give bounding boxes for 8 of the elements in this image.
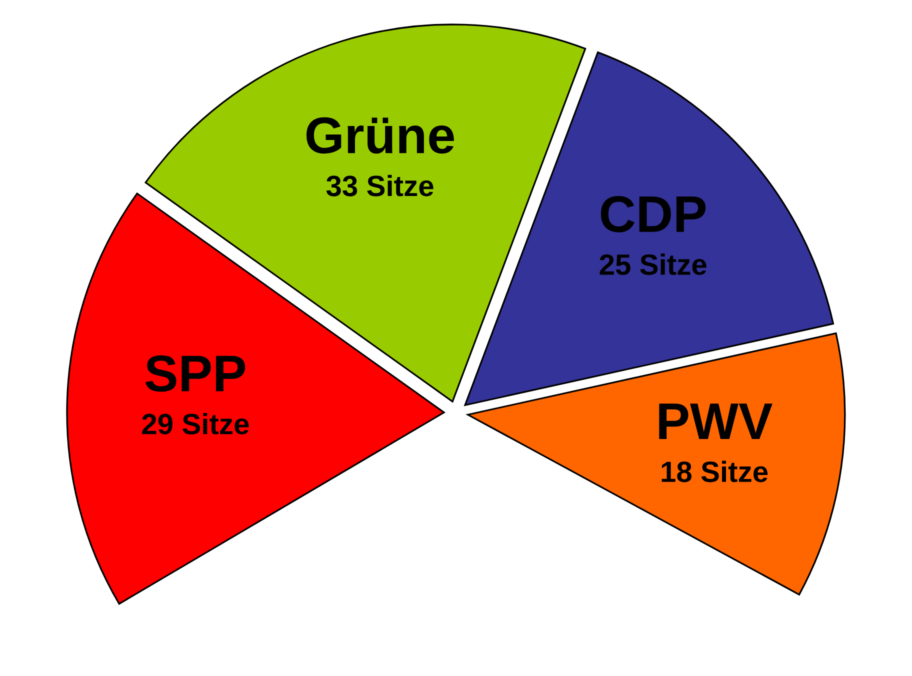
- slice-label: SPP: [145, 355, 246, 392]
- slice-label: Grüne: [306, 117, 454, 154]
- slice-label: PWV: [659, 404, 772, 440]
- data-label: 33 Sitze: [326, 174, 434, 196]
- data-label: 29 Sitze: [142, 413, 249, 434]
- data-label: 18 Sitze: [662, 460, 768, 482]
- data-label: 25 Sitze: [600, 254, 706, 275]
- slice-label: CDP: [600, 196, 706, 232]
